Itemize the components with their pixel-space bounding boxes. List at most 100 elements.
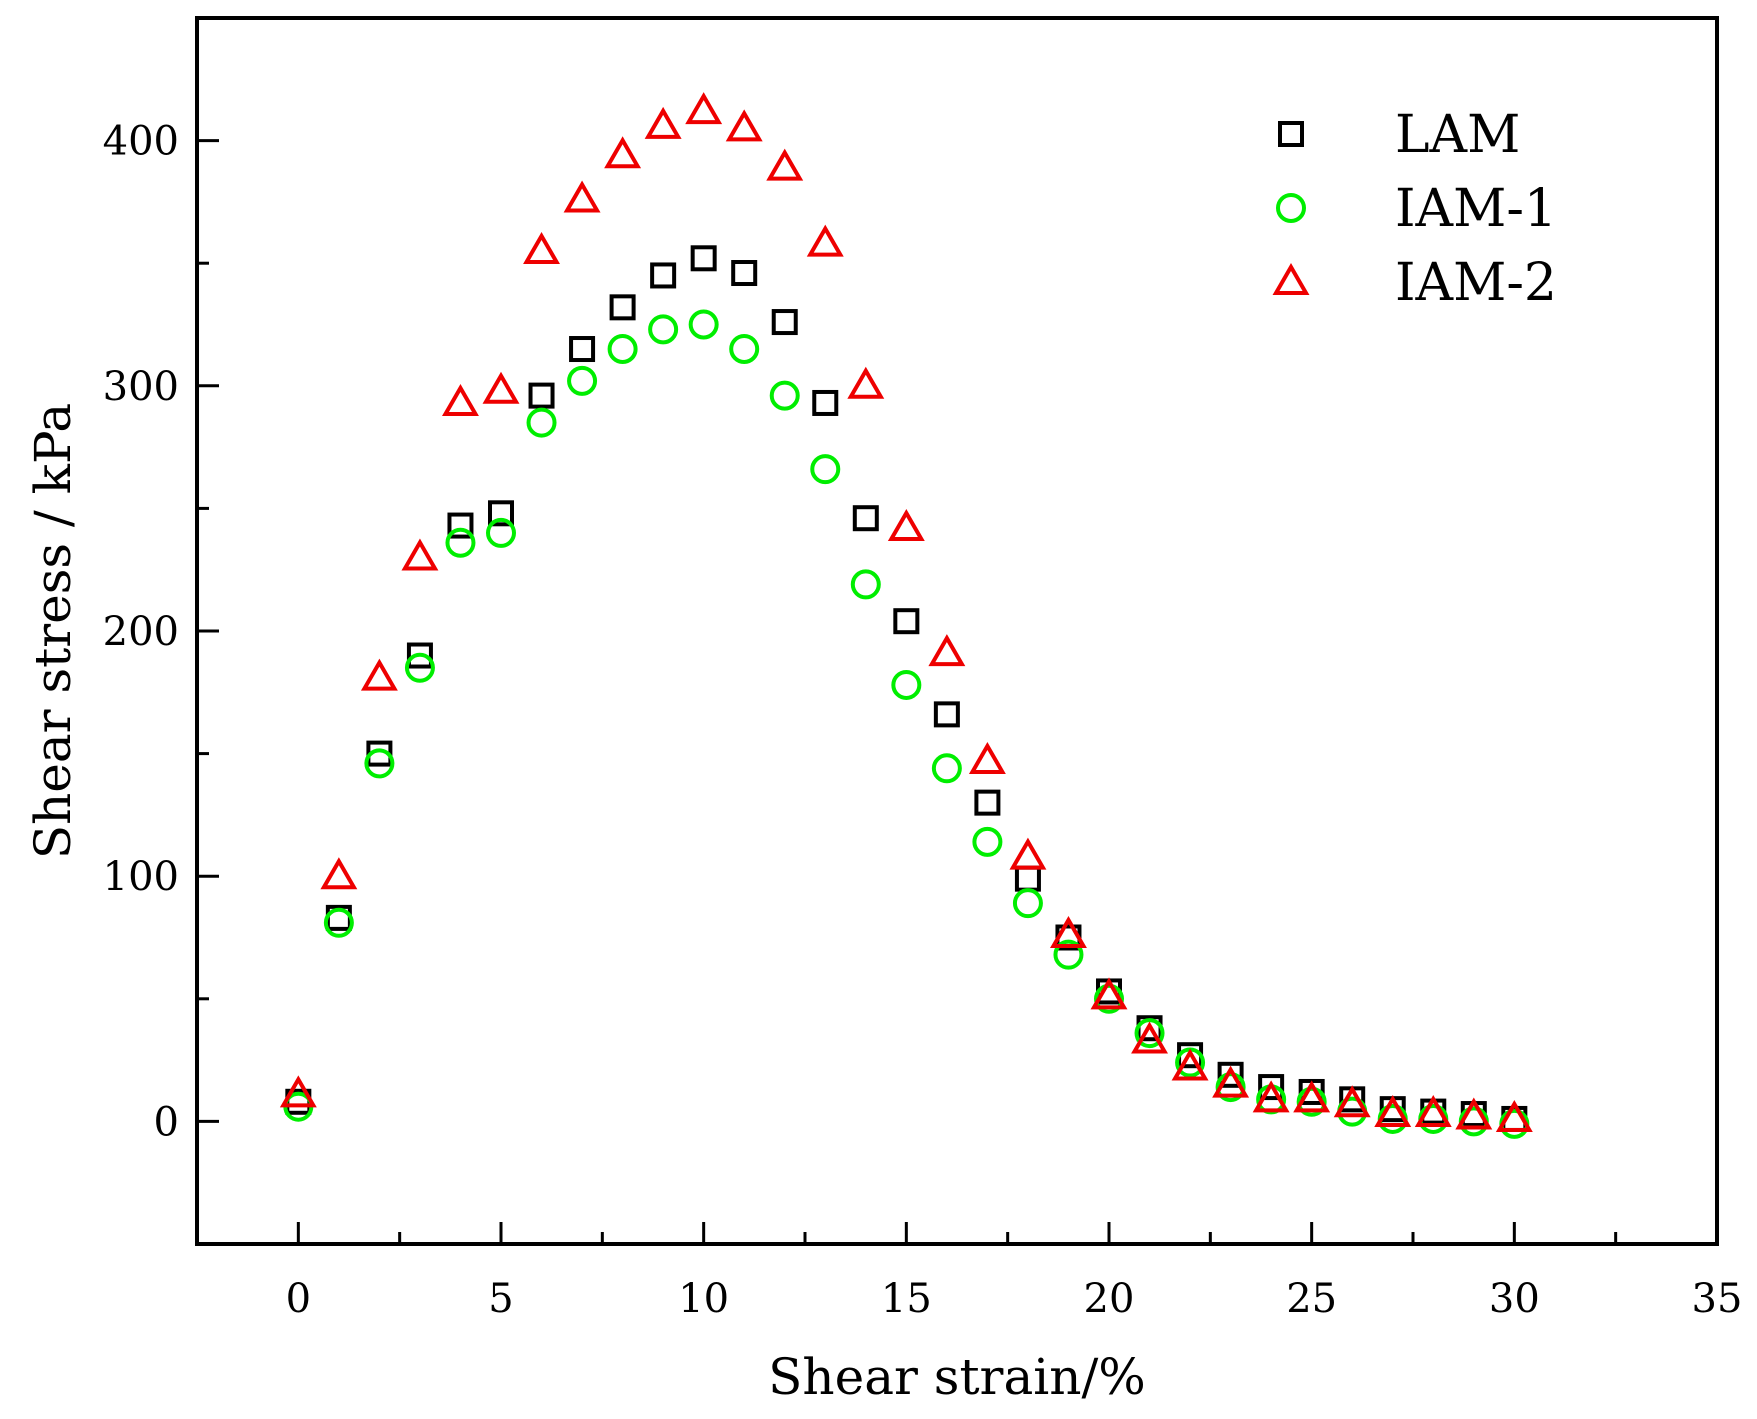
data-point [1012, 888, 1043, 919]
series-lam [285, 245, 1528, 1132]
data-point [771, 309, 798, 336]
legend: LAM IAM-1 IAM-2 [1272, 105, 1557, 313]
series-iam-2 [279, 92, 1533, 1132]
data-point [401, 538, 439, 571]
y-tick-label: 0 [154, 1099, 179, 1145]
data-point [1050, 916, 1087, 949]
x-tick-label: 30 [1489, 1276, 1540, 1322]
data-point [445, 527, 476, 558]
series-iam-1 [283, 309, 1530, 1139]
x-tick-label: 25 [1286, 1276, 1337, 1322]
legend-label-iam-2: IAM-2 [1395, 253, 1557, 313]
legend-label-iam-1: IAM-1 [1395, 179, 1557, 239]
data-point [1333, 1085, 1371, 1118]
data-point [526, 407, 557, 438]
x-tick-label: 20 [1084, 1276, 1135, 1322]
data-point [731, 260, 758, 287]
data-point [607, 334, 638, 365]
data-point [1014, 865, 1041, 892]
data-point [404, 652, 435, 683]
legend-label-lam: LAM [1395, 105, 1520, 165]
data-point [850, 569, 881, 600]
data-point [893, 608, 920, 635]
x-axis-title: Shear strain/% [768, 1348, 1146, 1406]
y-axis-title: Shear stress / kPa [24, 403, 82, 859]
data-point [1009, 837, 1047, 870]
data-point [933, 701, 960, 728]
data-point [928, 634, 966, 667]
data-point [891, 669, 922, 700]
data-point [1455, 1097, 1493, 1130]
data-point [488, 500, 514, 527]
data-point [769, 380, 800, 411]
data-point [887, 509, 925, 542]
data-points [279, 92, 1533, 1139]
data-point [766, 148, 804, 181]
data-point [1495, 1099, 1533, 1132]
data-point [685, 92, 723, 125]
data-point [974, 789, 1001, 816]
data-point [1090, 977, 1128, 1010]
data-point [528, 382, 555, 409]
data-point [364, 748, 395, 779]
data-point [323, 907, 354, 938]
y-tick-label: 300 [103, 364, 179, 410]
x-tick-label: 15 [881, 1276, 932, 1322]
data-point [486, 517, 516, 548]
data-point [688, 309, 719, 340]
data-point [442, 383, 479, 416]
y-tick-label: 400 [103, 119, 179, 165]
data-point [406, 642, 433, 669]
data-point [650, 262, 677, 289]
data-point [1258, 1074, 1285, 1101]
data-point [604, 136, 642, 169]
data-point [447, 512, 474, 539]
data-point [852, 505, 879, 532]
data-point [690, 245, 717, 272]
data-point [847, 366, 885, 399]
data-point [1215, 1072, 1246, 1103]
data-point [1171, 1048, 1209, 1081]
data-point [360, 658, 398, 691]
x-tick-label: 5 [488, 1276, 513, 1322]
data-point [1212, 1065, 1250, 1098]
data-point [1293, 1080, 1331, 1113]
axis-ticks [197, 139, 1719, 1244]
data-point [1134, 1018, 1165, 1049]
data-point [812, 389, 839, 416]
data-point [806, 224, 844, 257]
data-point [725, 109, 763, 142]
data-point [1252, 1080, 1290, 1113]
data-point [523, 231, 560, 264]
data-point [567, 365, 598, 396]
x-tick-label: 35 [1692, 1276, 1743, 1322]
legend-marker-iam-1 [1276, 193, 1306, 223]
data-point [810, 454, 841, 485]
data-point [279, 1075, 317, 1108]
data-point [1053, 939, 1084, 970]
data-point [972, 826, 1003, 857]
x-tick-label: 10 [678, 1276, 729, 1322]
data-point [1414, 1095, 1452, 1128]
data-point [1374, 1095, 1412, 1128]
legend-marker-iam-2 [1272, 262, 1310, 295]
data-point [563, 180, 601, 213]
data-point [931, 753, 962, 784]
data-point [569, 336, 596, 363]
data-point [968, 741, 1006, 774]
y-tick-label: 100 [103, 854, 179, 900]
data-point [482, 371, 520, 404]
data-point [609, 294, 636, 321]
x-tick-label: 0 [286, 1276, 311, 1322]
data-point [1131, 1021, 1168, 1054]
data-point [1094, 983, 1124, 1014]
axis-tick-labels: 0 5 10 15 20 25 30 35 0 100 200 300 400 [103, 119, 1743, 1322]
data-point [729, 334, 760, 365]
data-point [648, 314, 679, 345]
y-tick-label: 200 [103, 609, 179, 655]
data-point [1296, 1086, 1327, 1117]
legend-marker-lam [1278, 121, 1304, 147]
data-point [320, 857, 358, 890]
data-point [1217, 1061, 1244, 1088]
